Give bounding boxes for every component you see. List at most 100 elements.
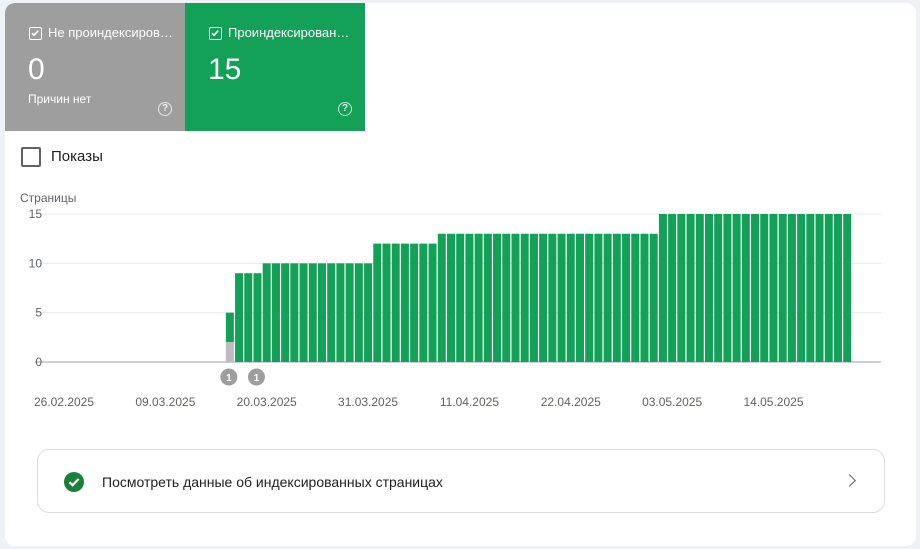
x-tick-label: 20.03.2025: [237, 395, 297, 409]
bar-indexed: [723, 214, 732, 362]
bar-indexed: [225, 312, 234, 343]
checkbox-checked-icon[interactable]: [29, 27, 42, 40]
bar-indexed: [419, 243, 428, 362]
help-icon[interactable]: ?: [158, 102, 172, 116]
bar-indexed: [299, 263, 308, 362]
bar-indexed: [235, 273, 244, 362]
x-tick-label: 03.05.2025: [642, 395, 702, 409]
bar-indexed: [695, 214, 704, 362]
bar-indexed: [732, 214, 741, 362]
chevron-right-icon: [843, 474, 856, 487]
bar-indexed: [474, 233, 483, 362]
annotation-marker: [220, 368, 238, 386]
bar-indexed: [686, 214, 695, 362]
indexed-count: 15: [208, 53, 242, 86]
bar-not-indexed: [225, 342, 234, 362]
x-tick-label: 22.04.2025: [541, 395, 601, 409]
bar-indexed: [483, 233, 492, 362]
y-tick-label: 10: [29, 256, 43, 270]
bar-indexed: [575, 233, 584, 362]
bar-indexed: [714, 214, 723, 362]
bar-indexed: [446, 233, 455, 362]
bar-indexed: [456, 233, 465, 362]
bar-indexed: [502, 233, 511, 362]
bar-indexed: [677, 214, 686, 362]
bar-indexed: [585, 233, 594, 362]
bar-indexed: [244, 273, 253, 362]
bar-indexed: [668, 214, 677, 362]
bar-indexed: [557, 233, 566, 362]
bar-indexed: [631, 233, 640, 362]
y-tick-label: 15: [29, 207, 43, 221]
bar-indexed: [354, 263, 363, 362]
bar-indexed: [806, 214, 815, 362]
bar-indexed: [391, 243, 400, 362]
not-indexed-reasons: Причин нет: [28, 92, 92, 106]
bar-indexed: [751, 214, 760, 362]
bar-indexed: [612, 233, 621, 362]
bar-indexed: [566, 233, 575, 362]
bar-indexed: [741, 214, 750, 362]
bar-indexed: [529, 233, 538, 362]
view-indexed-pages-link[interactable]: Посмотреть данные об индексированных стр…: [37, 449, 885, 513]
bar-indexed: [364, 263, 373, 362]
bar-indexed: [778, 214, 787, 362]
bar-indexed: [336, 263, 345, 362]
y-axis-label: Страницы: [20, 191, 77, 205]
annotation-label: 1: [226, 373, 232, 384]
bar-indexed: [640, 233, 649, 362]
bar-indexed: [493, 233, 502, 362]
bar-indexed: [603, 233, 612, 362]
bar-indexed: [281, 263, 290, 362]
impressions-label: Показы: [51, 148, 103, 165]
bar-indexed: [787, 214, 796, 362]
indexed-label: Проиндексированные: [228, 25, 356, 40]
bar-indexed: [308, 263, 317, 362]
pages-bar-chart: 0 5 10 15 1 1 26.02.2025 09.03.2025 20.03.2025 31…: [29, 207, 881, 409]
bar-indexed: [465, 233, 474, 362]
bar-indexed: [658, 214, 667, 362]
y-tick-label: 0: [35, 355, 42, 369]
bar-indexed: [594, 233, 603, 362]
indexed-tile[interactable]: Проиндексированные 15 ?: [185, 3, 365, 131]
bar-indexed: [317, 263, 326, 362]
view-indexed-pages-label: Посмотреть данные об индексированных стр…: [102, 474, 443, 490]
not-indexed-tile[interactable]: Не проиндексированные 0 Причин нет ?: [5, 3, 185, 131]
bar-indexed: [327, 263, 336, 362]
bar-indexed: [539, 233, 548, 362]
x-tick-label: 09.03.2025: [135, 395, 195, 409]
bar-indexed: [437, 233, 446, 362]
annotation-marker: [247, 368, 265, 386]
not-indexed-count: 0: [28, 53, 45, 86]
not-indexed-label: Не проиндексированные: [48, 25, 176, 40]
x-tick-label: 11.04.2025: [440, 395, 499, 409]
bar-indexed: [271, 263, 280, 362]
bar-indexed: [622, 233, 631, 362]
bar-indexed: [649, 233, 658, 362]
bar-indexed: [262, 263, 271, 362]
bar-indexed: [520, 233, 529, 362]
y-tick-label: 5: [35, 306, 42, 320]
bar-indexed: [815, 214, 824, 362]
bar-indexed: [290, 263, 299, 362]
bar-indexed: [373, 243, 382, 362]
check-circle-icon: [64, 472, 84, 492]
bar-indexed: [410, 243, 419, 362]
bar-indexed: [511, 233, 520, 362]
bar-indexed: [797, 214, 806, 362]
impressions-checkbox[interactable]: [21, 147, 41, 167]
bar-indexed: [769, 214, 778, 362]
x-tick-label: 26.02.2025: [34, 395, 94, 409]
bar-indexed: [382, 243, 391, 362]
bar-indexed: [253, 273, 262, 362]
x-tick-label: 31.03.2025: [338, 395, 398, 409]
bar-indexed: [428, 243, 437, 362]
help-icon[interactable]: ?: [338, 102, 352, 116]
bar-indexed: [548, 233, 557, 362]
index-coverage-card: Не проиндексированные 0 Причин нет ? Про…: [5, 3, 916, 546]
x-tick-label: 14.05.2025: [743, 395, 803, 409]
bar-indexed: [400, 243, 409, 362]
checkbox-checked-icon[interactable]: [209, 27, 222, 40]
bar-indexed: [833, 214, 842, 362]
bar-indexed: [704, 214, 713, 362]
